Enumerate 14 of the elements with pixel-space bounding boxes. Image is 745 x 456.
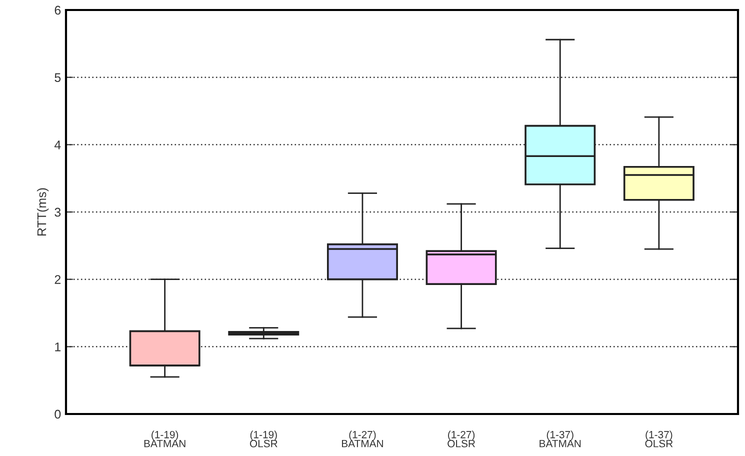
y-axis-title: RTT(ms) <box>36 188 49 236</box>
y-tick-label: 5 <box>54 73 61 82</box>
x-tick-label: (1-19) BATMAN <box>144 430 186 448</box>
x-tick-label: (1-19) OLSR <box>250 430 278 448</box>
x-tick-label: (1-27) BATMAN <box>342 430 383 448</box>
x-tick-label: (1-27) OLSR <box>448 430 475 448</box>
y-tick-label: 1 <box>55 342 61 352</box>
x-tick-label: (1-37) BATMAN <box>540 430 581 448</box>
y-tick-label: 0 <box>54 410 61 419</box>
y-tick-label: 6 <box>54 6 61 15</box>
x-tick-label: (1-37) OLSR <box>645 430 673 448</box>
y-tick-label: 2 <box>54 275 61 284</box>
y-tick-label: 3 <box>54 208 61 217</box>
y-tick-label: 4 <box>54 140 61 150</box>
